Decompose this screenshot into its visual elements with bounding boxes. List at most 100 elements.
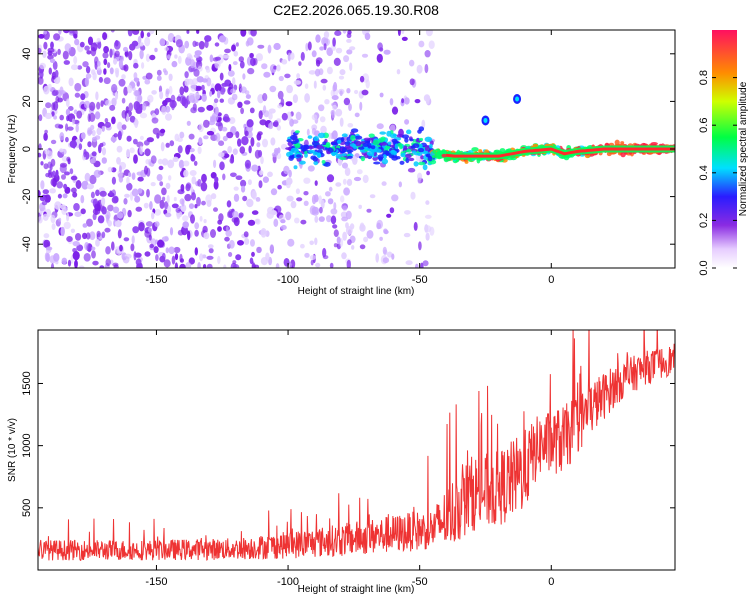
noise-speck — [44, 252, 50, 262]
ridge-cell — [478, 149, 483, 153]
noise-speck — [110, 136, 117, 143]
ridge-cell — [289, 150, 294, 156]
noise-speck — [75, 180, 82, 189]
ridge-cell — [354, 135, 363, 140]
ridge-cell — [378, 137, 385, 143]
noise-speck — [232, 77, 236, 87]
noise-speck — [100, 100, 104, 107]
noise-speck — [114, 50, 120, 58]
noise-speck — [144, 165, 148, 175]
noise-speck — [156, 75, 162, 81]
noise-speck — [148, 234, 152, 241]
noise-speck — [80, 195, 85, 204]
noise-speck — [87, 127, 92, 137]
noise-speck — [258, 180, 263, 189]
noise-speck — [56, 181, 63, 189]
noise-speck — [86, 218, 93, 227]
noise-speck — [294, 217, 300, 224]
noise-speck — [46, 150, 53, 160]
ridge-cell — [304, 152, 308, 158]
noise-speck — [247, 179, 252, 186]
noise-speck — [149, 201, 153, 210]
noise-speck — [346, 178, 353, 186]
noise-speck — [174, 262, 178, 268]
noise-speck — [154, 221, 160, 228]
noise-speck — [376, 123, 384, 130]
noise-speck — [194, 50, 202, 56]
noise-speck — [127, 30, 133, 37]
noise-speck — [397, 30, 401, 36]
ridge-cell — [350, 128, 359, 133]
noise-speck — [326, 174, 335, 183]
noise-speck — [58, 30, 62, 35]
noise-speck — [208, 248, 214, 254]
noise-speck — [259, 119, 267, 126]
noise-speck — [241, 185, 246, 193]
noise-speck — [314, 215, 319, 223]
noise-speck — [144, 36, 151, 47]
x-tick-label: -50 — [412, 576, 428, 588]
noise-speck — [232, 264, 240, 268]
ridge-cell — [420, 155, 424, 160]
noise-speck — [285, 101, 293, 107]
ridge-cell — [323, 161, 331, 167]
spectrogram-axes: -150 -100 -50 0 -40 -20 0 20 40 — [21, 30, 675, 286]
noise-speck — [219, 72, 224, 81]
ridge-cell — [424, 145, 429, 152]
noise-speck — [331, 130, 338, 140]
noise-speck — [256, 246, 262, 254]
noise-speck — [186, 53, 192, 59]
noise-speck — [193, 160, 198, 166]
noise-speck — [151, 90, 157, 95]
noise-speck — [218, 213, 224, 222]
noise-speck — [130, 243, 135, 252]
noise-speck — [332, 224, 338, 229]
noise-speck — [51, 90, 58, 97]
noise-speck — [171, 203, 179, 209]
noise-speck — [165, 113, 172, 121]
noise-speck — [311, 210, 319, 216]
noise-speck — [225, 230, 232, 237]
noise-speck — [273, 42, 281, 51]
noise-speck — [389, 98, 394, 106]
noise-speck — [401, 36, 408, 42]
noise-speck — [123, 86, 128, 96]
noise-speck — [128, 102, 133, 112]
noise-speck — [250, 239, 255, 247]
noise-speck — [52, 60, 58, 70]
noise-speck — [144, 79, 151, 85]
noise-speck — [339, 69, 346, 76]
noise-speck — [251, 190, 257, 200]
noise-speck — [246, 37, 254, 46]
y-tick-label: 1000 — [21, 433, 33, 457]
noise-speck — [76, 110, 83, 119]
ridge-cell — [418, 161, 426, 166]
ridge-cell — [341, 147, 347, 153]
noise-speck — [331, 95, 339, 101]
noise-speck — [230, 172, 237, 178]
ridge-cell — [382, 154, 387, 160]
noise-speck — [127, 209, 132, 218]
noise-speck — [72, 191, 78, 198]
noise-speck — [74, 259, 78, 268]
noise-speck — [109, 104, 116, 111]
noise-speck — [118, 78, 126, 87]
noise-speck — [410, 191, 416, 200]
noise-speck — [53, 115, 57, 120]
ridge-core — [445, 147, 675, 158]
noise-speck — [38, 114, 43, 122]
noise-speck — [335, 108, 343, 117]
noise-speck — [290, 200, 297, 209]
noise-speck — [154, 108, 160, 116]
ridge-cell — [427, 156, 433, 162]
snr-ylabel: SNR (10 * v/v) — [7, 418, 18, 482]
noise-speck — [185, 182, 192, 189]
ridge-cell — [614, 139, 620, 146]
noise-speck — [405, 260, 413, 266]
noise-speck — [98, 144, 102, 154]
noise-speck — [343, 187, 350, 196]
noise-speck — [342, 162, 348, 169]
noise-speck — [49, 188, 56, 194]
noise-speck — [181, 199, 185, 207]
noise-speck — [364, 32, 371, 41]
